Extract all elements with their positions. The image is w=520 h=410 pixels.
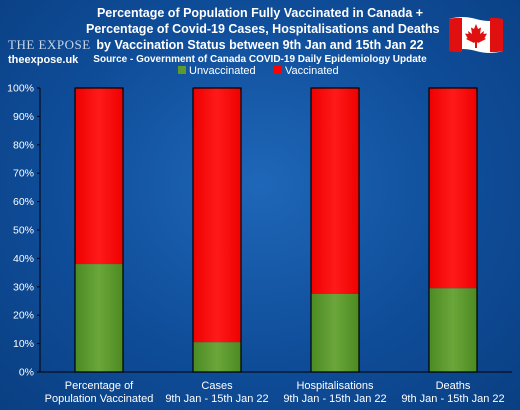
y-tick-label: 90% <box>13 111 34 123</box>
y-tick-label: 30% <box>13 281 34 293</box>
bar-vaccinated <box>193 88 241 343</box>
legend-item-vaccinated: Vaccinated <box>274 64 339 78</box>
logo-site-url: theexpose.uk <box>8 54 79 66</box>
x-tick-label: Deaths <box>436 380 471 392</box>
legend-item-unvaccinated: Unvaccinated <box>178 64 256 78</box>
bar-unvaccinated <box>429 288 477 372</box>
x-tick-label: 9th Jan - 15th Jan 22 <box>401 393 504 405</box>
logo-wordmark: THE EXPOSE <box>8 37 91 52</box>
y-tick-label: 10% <box>13 338 34 350</box>
legend-label-vaccinated: Vaccinated <box>285 65 339 77</box>
bar-vaccinated <box>429 88 477 289</box>
chart-source: Source - Government of Canada COVID-19 D… <box>93 54 427 65</box>
legend-swatch-vaccinated <box>274 66 282 74</box>
x-tick-label: 9th Jan - 15th Jan 22 <box>165 393 268 405</box>
x-tick-label: Hospitalisations <box>296 380 374 392</box>
legend-label-unvaccinated: Unvaccinated <box>189 65 256 77</box>
expose-logo: THE EXPOSE theexpose.uk <box>8 37 94 67</box>
y-tick-label: 60% <box>13 196 34 208</box>
y-tick-label: 40% <box>13 253 34 265</box>
chart-title-line-3: by Vaccination Status between 9th Jan an… <box>96 38 424 52</box>
y-tick-label: 100% <box>7 83 34 95</box>
x-tick-label: Population Vaccinated <box>45 393 154 405</box>
bar-unvaccinated <box>311 293 359 372</box>
bar-unvaccinated <box>193 342 241 372</box>
bar-vaccinated <box>75 88 123 265</box>
y-tick-label: 80% <box>13 139 34 151</box>
x-tick-label: 9th Jan - 15th Jan 22 <box>283 393 386 405</box>
x-tick-label: Percentage of <box>65 380 134 392</box>
legend-swatch-unvaccinated <box>178 66 186 74</box>
chart-legend: Unvaccinated Vaccinated <box>178 64 378 78</box>
bar-vaccinated <box>311 88 359 294</box>
y-tick-label: 70% <box>13 168 34 180</box>
y-tick-label: 50% <box>13 225 34 237</box>
bar-unvaccinated <box>75 264 123 372</box>
chart-title-line-1: Percentage of Population Fully Vaccinate… <box>96 6 424 20</box>
y-tick-label: 20% <box>13 310 34 322</box>
y-tick-label: 0% <box>19 367 34 379</box>
canada-flag-icon <box>449 17 503 53</box>
x-tick-label: Cases <box>201 380 233 392</box>
chart-title-line-2: Percentage of Covid-19 Cases, Hospitalis… <box>86 22 440 36</box>
